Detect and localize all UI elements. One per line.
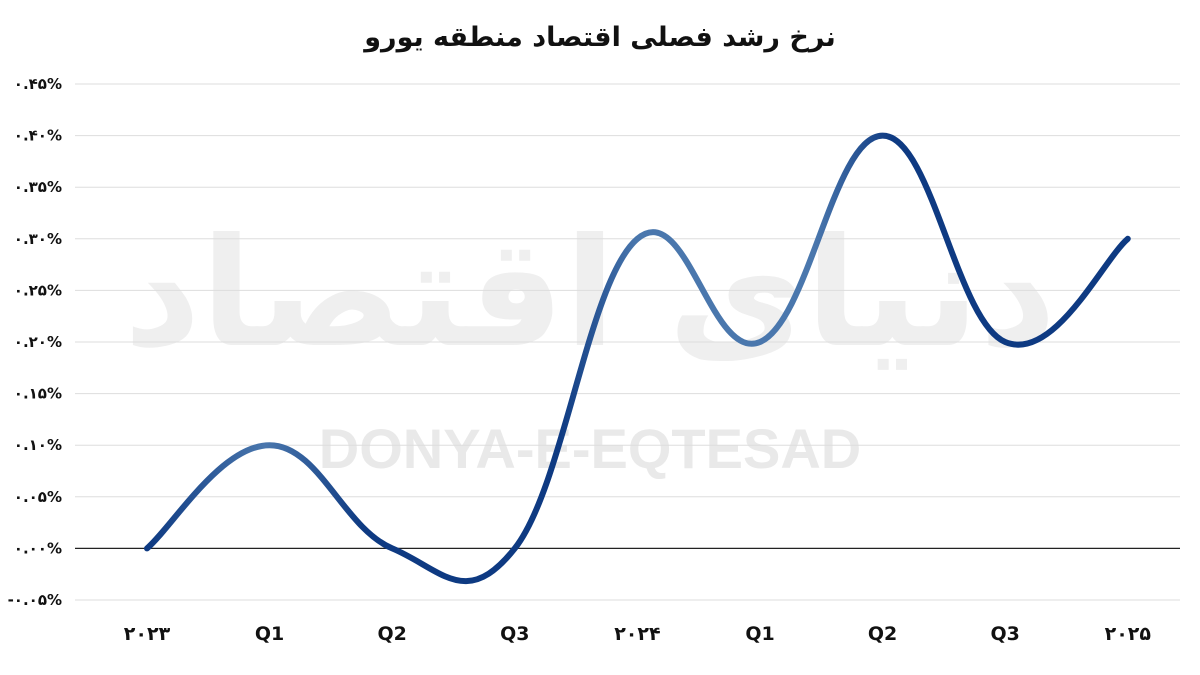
y-tick-label: ۰.۲۰%: [14, 333, 62, 351]
y-tick-label: -۰.۰۵%: [8, 591, 62, 609]
x-axis-tick-labels: ۲۰۲۳ Q1 Q2 Q3 ۲۰۲۴ Q1 Q2 Q3 ۲۰۲۵: [124, 623, 1152, 645]
gridlines: [75, 83, 1180, 601]
watermark: دنیای اقتصاد DONYA-E-EQTESAD: [124, 207, 1057, 480]
y-tick-label: ۰.۰۰%: [14, 539, 62, 557]
y-tick-label: ۰.۳۰%: [14, 230, 62, 248]
y-tick-label: ۰.۱۵%: [14, 385, 62, 403]
x-tick-label: ۲۰۲۳: [124, 623, 171, 645]
watermark-latin: DONYA-E-EQTESAD: [319, 417, 861, 480]
x-tick-label: Q2: [378, 623, 407, 645]
growth-rate-line: [144, 132, 1131, 584]
y-tick-label: ۰.۱۰%: [14, 436, 62, 454]
x-tick-label: Q2: [868, 623, 897, 645]
x-tick-label: Q3: [500, 623, 529, 645]
y-axis-tick-labels: -۰.۰۵% ۰.۰۰% ۰.۰۵% ۰.۱۰% ۰.۱۵% ۰.۲۰% ۰.۲۵% ۰.۳۰…: [8, 75, 62, 609]
x-tick-label: Q1: [745, 623, 774, 645]
y-tick-label: ۰.۳۵%: [14, 178, 62, 196]
y-tick-label: ۰.۰۵%: [14, 488, 62, 506]
y-tick-label: ۰.۲۵%: [14, 281, 62, 299]
x-tick-label: Q3: [991, 623, 1020, 645]
series-line: [144, 132, 1131, 584]
x-tick-label: Q1: [255, 623, 284, 645]
y-tick-label: ۰.۴۵%: [14, 75, 62, 93]
chart-title: نرخ رشد فصلی اقتصاد منطقه یورو: [364, 22, 836, 53]
watermark-arabic: دنیای اقتصاد: [124, 207, 1057, 381]
x-tick-label: ۲۰۲۵: [1105, 623, 1152, 645]
x-tick-label: ۲۰۲۴: [614, 623, 660, 645]
y-tick-label: ۰.۴۰%: [14, 127, 62, 145]
